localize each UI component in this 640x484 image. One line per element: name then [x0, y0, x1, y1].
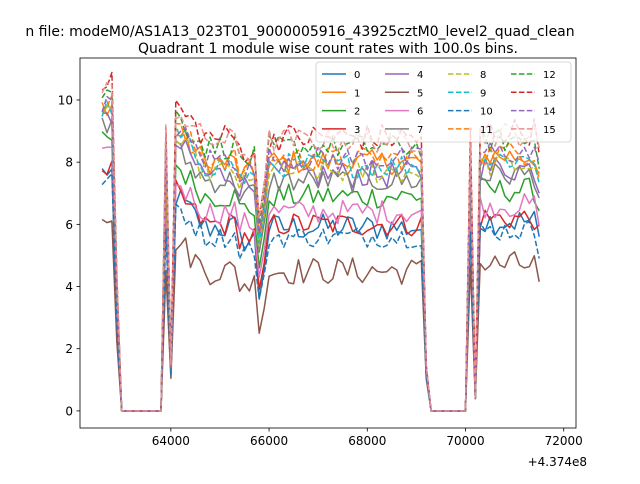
legend-label-9: 9	[480, 88, 486, 99]
legend-label-11: 11	[480, 125, 493, 136]
y-tick-label: 2	[65, 342, 73, 356]
legend-label-0: 0	[354, 70, 360, 81]
y-tick-label: 10	[58, 93, 73, 107]
legend-label-2: 2	[354, 107, 360, 118]
chart-title: Quadrant 1 module wise count rates with …	[138, 41, 518, 57]
x-tick-label: 72000	[545, 434, 583, 448]
y-tick-label: 0	[65, 404, 73, 418]
y-tick-label: 6	[65, 218, 73, 232]
legend-label-1: 1	[354, 88, 360, 99]
legend-label-6: 6	[417, 107, 423, 118]
x-tick-label: 70000	[446, 434, 484, 448]
x-tick-label: 68000	[348, 434, 386, 448]
legend-label-12: 12	[543, 70, 556, 81]
legend-label-4: 4	[417, 70, 423, 81]
legend-label-10: 10	[480, 107, 493, 118]
chart-suptitle: n file: modeM0/AS1A13_023T01_9000005916_…	[25, 24, 574, 40]
plot-frame	[79, 57, 577, 429]
legend-label-7: 7	[417, 125, 423, 136]
legend-label-3: 3	[354, 125, 360, 136]
series-lines	[101, 71, 540, 412]
x-offset-label: +4.374e8	[528, 455, 587, 469]
y-tick-label: 4	[65, 280, 73, 294]
y-tick-label: 8	[65, 156, 73, 170]
legend-box	[315, 61, 572, 143]
legend-label-13: 13	[543, 88, 556, 99]
legend-label-15: 15	[543, 125, 556, 136]
x-tick-label: 64000	[152, 434, 190, 448]
x-tick-label: 66000	[250, 434, 288, 448]
series-line-15	[101, 81, 540, 412]
legend-label-14: 14	[543, 107, 556, 118]
legend-label-8: 8	[480, 70, 486, 81]
legend-label-5: 5	[417, 88, 423, 99]
